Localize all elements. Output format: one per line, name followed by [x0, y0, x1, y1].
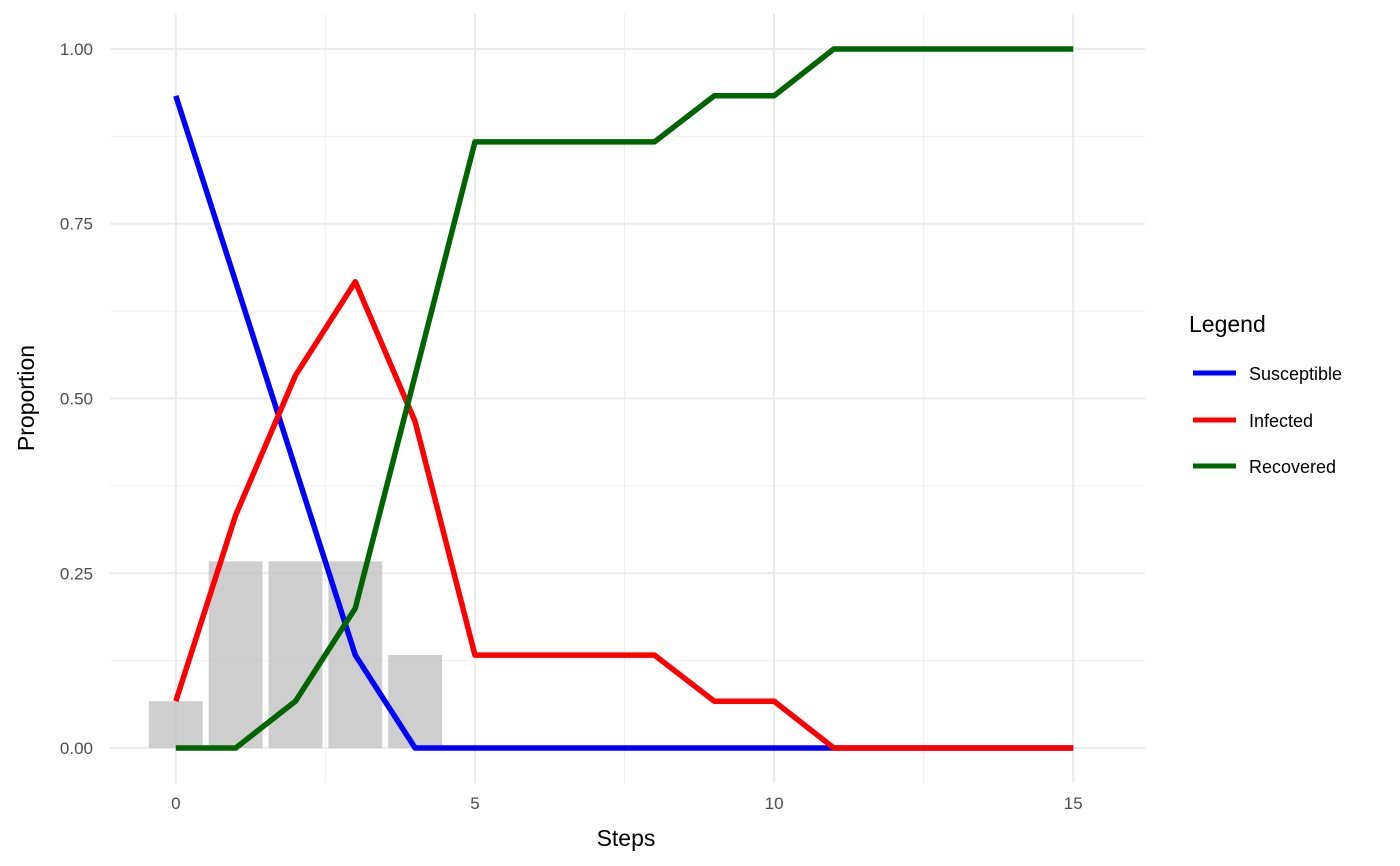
- series-line-infected: [173, 279, 1074, 751]
- x-tick-label: 15: [1064, 794, 1083, 813]
- y-tick-label: 0.25: [60, 564, 93, 583]
- x-tick-label: 0: [171, 794, 180, 813]
- y-tick-label: 0.00: [60, 739, 93, 758]
- y-tick-label: 1.00: [60, 40, 93, 59]
- x-tick-label: 5: [470, 794, 479, 813]
- lines-layer: [173, 46, 1074, 751]
- x-tick-label: 10: [765, 794, 784, 813]
- legend-label-recovered: Recovered: [1249, 457, 1336, 477]
- legend: Legend Susceptible Infected Recovered: [1189, 311, 1342, 477]
- legend-label-susceptible: Susceptible: [1249, 364, 1342, 384]
- y-tick-labels: 0.00 0.25 0.50 0.75 1.00: [60, 40, 93, 758]
- x-tick-labels: 0 5 10 15: [171, 794, 1083, 813]
- bar: [148, 701, 203, 749]
- major-gridlines: [110, 14, 1145, 783]
- legend-title: Legend: [1189, 311, 1266, 337]
- x-axis-title: Steps: [597, 825, 656, 851]
- bar: [268, 561, 323, 749]
- y-tick-label: 0.75: [60, 215, 93, 234]
- y-axis-title: Proportion: [13, 345, 39, 451]
- legend-label-infected: Infected: [1249, 411, 1313, 431]
- series-line-recovered: [175, 46, 1074, 751]
- y-tick-label: 0.50: [60, 390, 93, 409]
- bar: [208, 561, 263, 749]
- bar: [388, 655, 443, 749]
